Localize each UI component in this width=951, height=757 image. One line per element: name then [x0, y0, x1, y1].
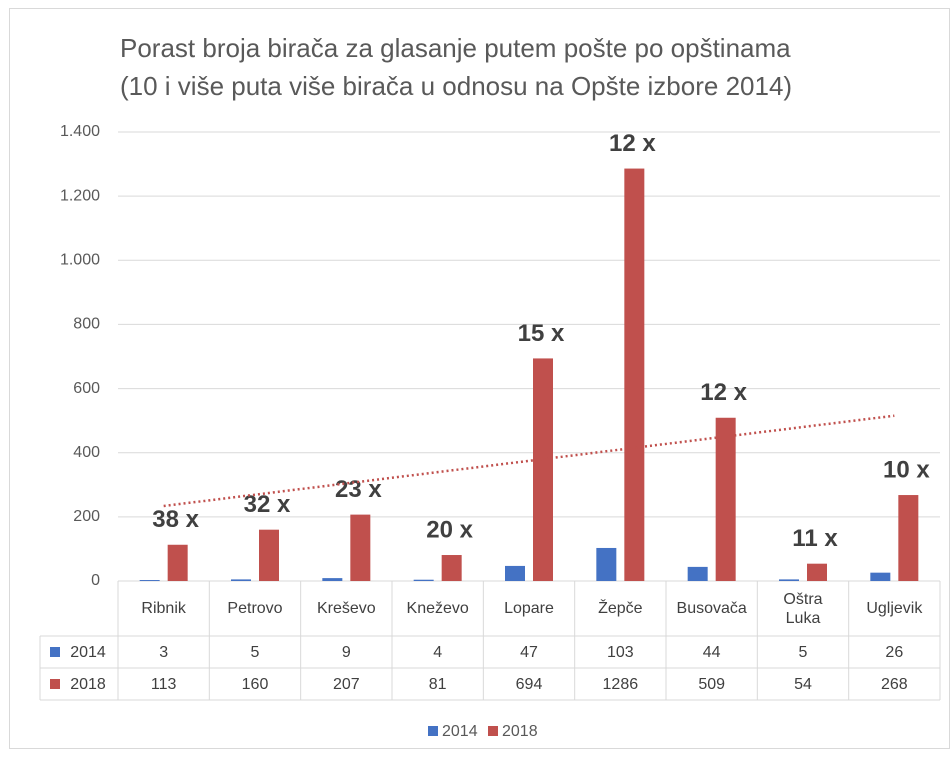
chart-title: (10 i više puta više birača u odnosu na …	[120, 71, 792, 101]
category-label: Ribnik	[141, 600, 186, 617]
bar	[441, 555, 462, 581]
table-value: 268	[880, 675, 908, 693]
table-value: 113	[150, 675, 177, 693]
table-value: 47	[520, 643, 538, 661]
y-tick-label: 600	[73, 380, 100, 397]
category-label: Kneževo	[406, 600, 469, 617]
bar	[505, 565, 525, 581]
table-value: 4	[433, 643, 443, 661]
annotation: 10 x	[883, 456, 930, 483]
bar	[322, 578, 343, 581]
bar	[870, 572, 891, 581]
category-label: Petrovo	[227, 600, 283, 617]
y-tick-label: 800	[73, 316, 100, 333]
annotation: 15 x	[518, 320, 565, 347]
annotation: 20 x	[426, 516, 473, 543]
bar	[533, 358, 553, 581]
series-label: 2014	[70, 643, 106, 661]
bar	[231, 579, 251, 581]
y-tick-label: 200	[73, 508, 100, 525]
table-value: 81	[428, 675, 447, 693]
bar	[167, 544, 188, 581]
category-label: Ugljevik	[866, 600, 923, 617]
bar	[687, 566, 708, 581]
bar	[779, 579, 799, 581]
table-value: 44	[702, 643, 721, 661]
annotation: 38 x	[152, 506, 199, 533]
annotation: 12 x	[700, 379, 747, 406]
y-tick-label: 0	[91, 572, 100, 589]
table-value: 3	[159, 643, 169, 661]
category-label: Kreševo	[316, 600, 376, 617]
legend-label: 2014	[442, 723, 478, 740]
table-value: 5	[250, 643, 260, 661]
bar	[624, 168, 645, 581]
annotation: 11 x	[792, 525, 838, 552]
y-tick-label: 1.400	[60, 123, 100, 140]
table-value: 509	[698, 675, 726, 693]
bar	[715, 417, 736, 581]
annotation: 32 x	[244, 491, 291, 518]
category-label: Lopare	[504, 600, 554, 617]
bar	[413, 579, 434, 581]
table-value: 9	[341, 643, 351, 661]
annotation: 12 x	[609, 130, 656, 157]
legend-key	[50, 647, 60, 657]
bar	[807, 563, 827, 581]
category-label: Oštra Luka	[783, 590, 823, 627]
table-value: 26	[885, 643, 904, 661]
chart-border	[9, 8, 950, 749]
legend-label: 2018	[502, 723, 538, 740]
legend-key	[50, 679, 60, 689]
legend-key	[428, 726, 438, 736]
bar	[350, 514, 371, 581]
table-value: 5	[798, 643, 808, 661]
bar	[898, 495, 919, 581]
table-value: 694	[515, 675, 543, 693]
bar	[259, 529, 279, 581]
table-value: 54	[794, 675, 812, 693]
y-tick-label: 400	[73, 444, 100, 461]
legend-key	[488, 726, 498, 736]
y-tick-label: 1.000	[60, 252, 100, 269]
table-value: 160	[241, 675, 269, 693]
bar	[139, 580, 160, 581]
series-label: 2018	[70, 675, 106, 693]
annotation: 23 x	[335, 476, 382, 503]
table-value: 207	[332, 675, 360, 693]
table-value: 103	[606, 643, 634, 661]
category-label: Busovača	[676, 600, 747, 617]
chart-title: Porast broja birača za glasanje putem po…	[120, 33, 791, 63]
trendline	[163, 414, 895, 508]
bar	[596, 547, 617, 581]
y-tick-label: 1.200	[60, 187, 100, 204]
table-value: 1286	[602, 675, 639, 693]
category-label: Žepče	[598, 600, 643, 617]
